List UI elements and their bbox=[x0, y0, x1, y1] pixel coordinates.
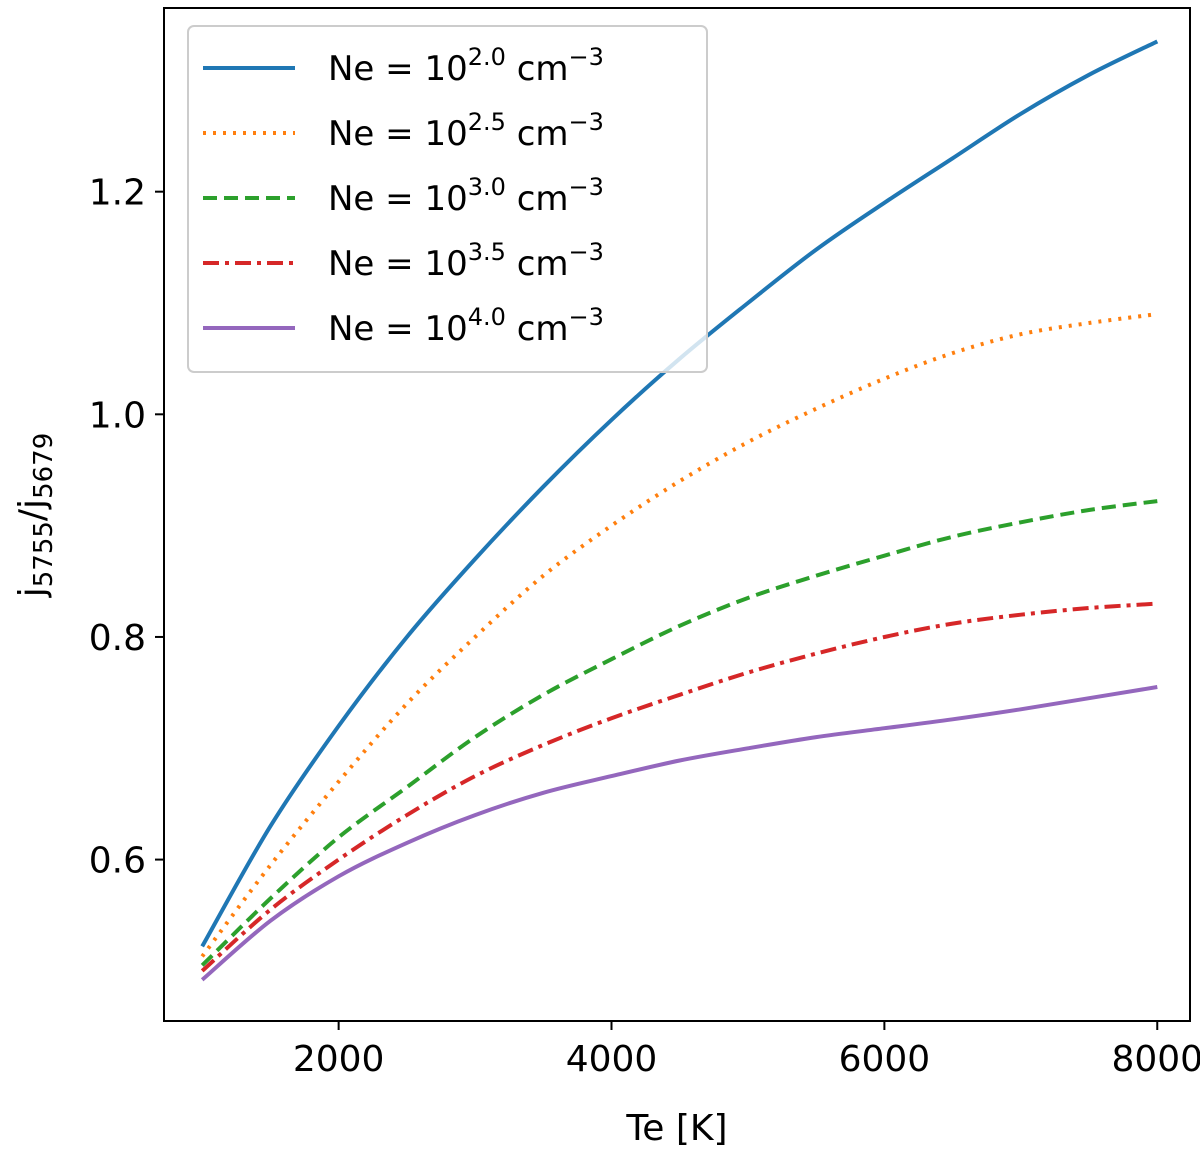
x-tick-label: 6000 bbox=[839, 1039, 931, 1080]
series-layer bbox=[200, 39, 1159, 982]
series-line-ne30 bbox=[200, 499, 1158, 967]
legend-label-ne25: Ne = 102.5 cm−3 bbox=[328, 108, 604, 154]
y-axis-label: j5755/j5679 bbox=[12, 433, 59, 599]
legend: Ne = 102.0 cm−3 Ne = 102.5 cm−3 Ne = 103.0… bbox=[187, 25, 708, 373]
legend-box bbox=[187, 25, 708, 373]
y-label-den-sub: 5679 bbox=[29, 433, 59, 499]
y-tick-label: 0.6 bbox=[89, 841, 146, 882]
x-axis-label: Te [K] bbox=[625, 1108, 727, 1149]
legend-label-ne20: Ne = 102.0 cm−3 bbox=[328, 43, 604, 89]
y-label-num: j bbox=[12, 587, 53, 598]
series-line-ne20 bbox=[200, 39, 1159, 948]
y-label-sep: / bbox=[12, 508, 53, 521]
y-tick-label: 1.0 bbox=[89, 395, 146, 436]
y-tick-label: 0.8 bbox=[89, 618, 146, 659]
series-line-ne40 bbox=[200, 685, 1158, 982]
legend-label-ne35: Ne = 103.5 cm−3 bbox=[328, 238, 604, 284]
tick-layer: 2000 4000 6000 8000 0.6 0.8 1.0 1.2 bbox=[89, 173, 1200, 1080]
x-tick-label: 2000 bbox=[293, 1039, 385, 1080]
x-tick-label: 8000 bbox=[1111, 1039, 1200, 1080]
y-label-den: j bbox=[12, 499, 53, 510]
y-label-num-sub: 5755 bbox=[29, 521, 59, 587]
plot-frame bbox=[163, 7, 1191, 1022]
legend-label-ne30: Ne = 103.0 cm−3 bbox=[328, 173, 604, 219]
legend-label-ne40: Ne = 104.0 cm−3 bbox=[328, 303, 604, 349]
series-line-ne35 bbox=[200, 601, 1158, 973]
x-tick-label: 4000 bbox=[566, 1039, 658, 1080]
y-tick-label: 1.2 bbox=[89, 173, 146, 214]
